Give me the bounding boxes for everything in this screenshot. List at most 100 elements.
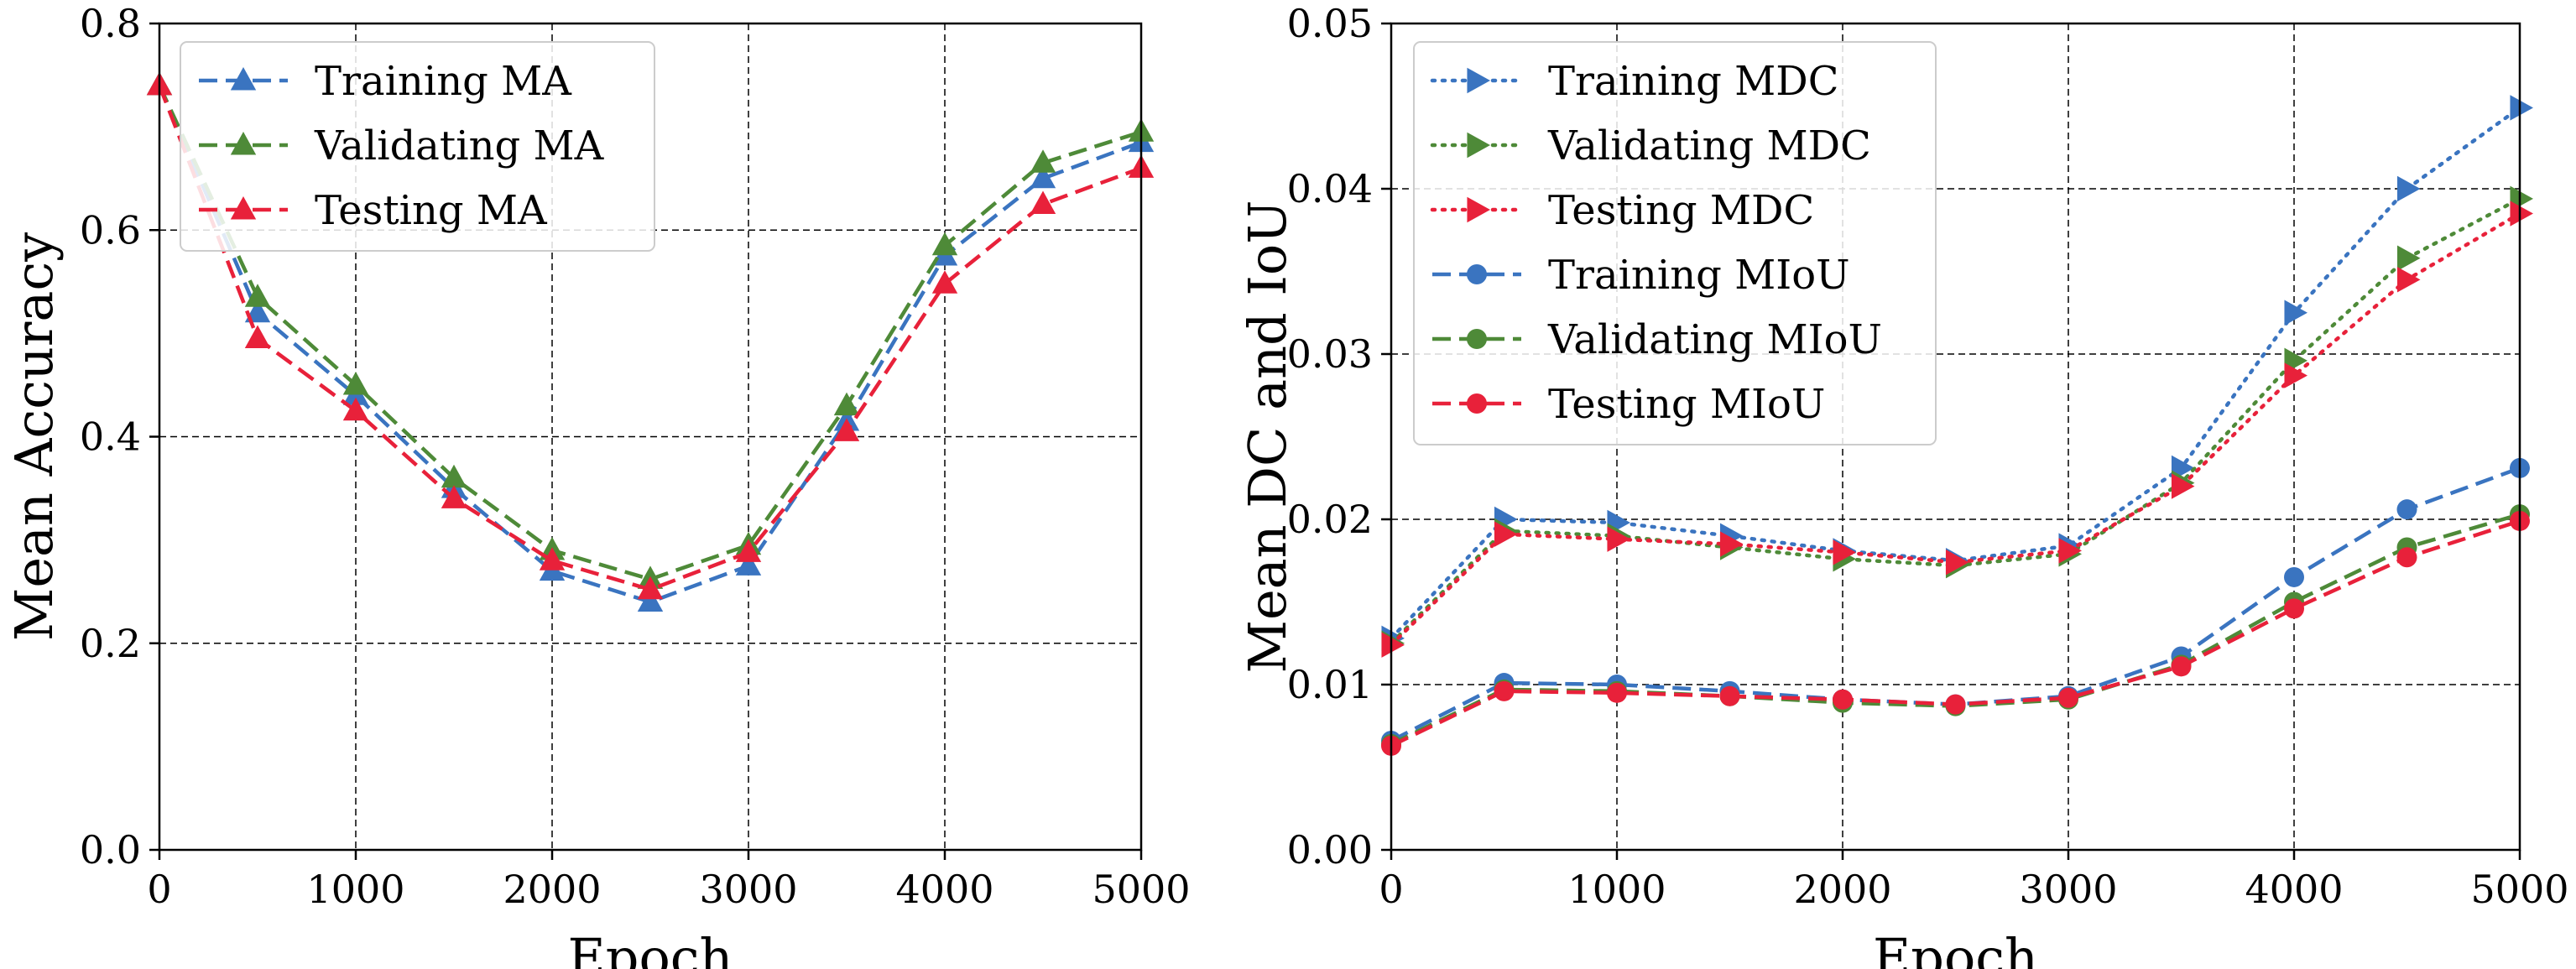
legend-handle-marker bbox=[1467, 196, 1490, 223]
y-tick-label: 0.04 bbox=[1287, 166, 1373, 211]
legend-label: Validating MDC bbox=[1547, 122, 1871, 169]
axes-frame bbox=[1390, 22, 2521, 852]
series-line bbox=[1389, 211, 2522, 647]
data-point bbox=[2284, 300, 2307, 326]
x-tick-label: 1000 bbox=[306, 867, 404, 912]
legend-label: Training MDC bbox=[1548, 58, 1838, 105]
legend-label: Testing MA bbox=[315, 187, 548, 234]
y-tick-label: 0.00 bbox=[1287, 827, 1373, 873]
legend-handle-marker bbox=[1467, 329, 1487, 349]
legend-label: Training MA bbox=[315, 58, 572, 105]
data-point bbox=[2171, 473, 2195, 499]
x-tick-label: 3000 bbox=[699, 867, 797, 912]
legend-box bbox=[1413, 41, 1937, 445]
data-point bbox=[1719, 685, 1740, 706]
x-tick-label: 2000 bbox=[503, 867, 601, 912]
legend-label: Testing MIoU bbox=[1548, 381, 1825, 428]
y-tick-label: 0.4 bbox=[80, 414, 141, 460]
data-point bbox=[735, 552, 762, 576]
legend-item-testing-ma: Testing MA bbox=[199, 187, 548, 234]
legend-handle-marker bbox=[1467, 132, 1490, 159]
y-tick-label: 0.05 bbox=[1287, 1, 1373, 46]
legend-item-testing-miou: Testing MIoU bbox=[1432, 381, 1825, 428]
legend-label: Validating MA bbox=[314, 122, 605, 169]
data-point bbox=[931, 270, 958, 294]
x-tick-label: 5000 bbox=[1092, 867, 1190, 912]
x-axis-label: Epoch bbox=[1873, 927, 2038, 969]
data-point bbox=[342, 371, 369, 395]
y-tick-label: 0.6 bbox=[80, 207, 141, 253]
x-tick-label: 4000 bbox=[2245, 867, 2343, 912]
data-point bbox=[1030, 149, 1056, 173]
data-point bbox=[1381, 632, 1405, 658]
data-point bbox=[2171, 656, 2192, 677]
legend-item-validating-mdc: Validating MDC bbox=[1430, 122, 1871, 169]
data-point bbox=[1030, 190, 1056, 214]
data-point bbox=[2510, 95, 2533, 121]
data-point bbox=[1030, 164, 1056, 189]
y-tick-label: 0.03 bbox=[1287, 331, 1373, 377]
series-line bbox=[1389, 196, 2522, 645]
data-point bbox=[2396, 175, 2421, 202]
data-point bbox=[2284, 362, 2307, 388]
data-point bbox=[1494, 521, 1518, 547]
y-tick-label: 0.02 bbox=[1287, 497, 1373, 542]
legend-item-validating-miou: Validating MIoU bbox=[1432, 316, 1882, 363]
y-axis-label: Mean Accuracy bbox=[3, 232, 65, 641]
mean-accuracy-chart: 0 1000 2000 3000 4000 5000 0.0 0.2 0.4 0.6 0.8 Epoc… bbox=[3, 1, 1191, 969]
legend-item-training-mdc: Training MDC bbox=[1430, 58, 1838, 105]
series-line bbox=[157, 85, 1142, 592]
data-point bbox=[441, 485, 467, 508]
legend: Training MA Validating MA Testing MA bbox=[180, 41, 655, 252]
legend-item-training-ma: Training MA bbox=[199, 58, 572, 105]
data-point bbox=[2510, 201, 2533, 227]
x-tick-label: 5000 bbox=[2470, 867, 2568, 912]
legend-item-testing-mdc: Testing MDC bbox=[1430, 187, 1814, 234]
legend-box bbox=[180, 41, 655, 252]
data-point bbox=[1945, 694, 1966, 715]
y-tick-label: 0.01 bbox=[1287, 662, 1373, 707]
data-point bbox=[2284, 598, 2304, 619]
data-point bbox=[1945, 550, 1969, 576]
legend-handle-marker bbox=[230, 196, 257, 220]
data-point bbox=[441, 464, 467, 488]
legend-handle-marker bbox=[230, 132, 257, 155]
series-testing-mdc bbox=[1381, 201, 2533, 658]
legend-handle-marker bbox=[1467, 393, 1487, 414]
x-tick-label: 1000 bbox=[1567, 867, 1666, 912]
legend-item-training-miou: Training MIoU bbox=[1432, 252, 1850, 299]
legend-label: Testing MDC bbox=[1548, 187, 1814, 234]
legend-handle-marker bbox=[1467, 264, 1487, 284]
data-point bbox=[833, 392, 860, 416]
data-point bbox=[637, 588, 664, 612]
data-point bbox=[1607, 682, 1627, 703]
legend-label: Training MIoU bbox=[1548, 252, 1850, 299]
data-point bbox=[2396, 547, 2417, 568]
data-point bbox=[1833, 689, 1853, 710]
data-point bbox=[2058, 687, 2078, 708]
x-tick-label: 2000 bbox=[1793, 867, 1891, 912]
x-axis-label: Epoch bbox=[568, 927, 733, 969]
data-point bbox=[735, 539, 762, 562]
data-point bbox=[244, 325, 271, 349]
x-tick-label: 3000 bbox=[2019, 867, 2117, 912]
legend: Training MDC Validating MDC Testing MDC Tra… bbox=[1413, 41, 1937, 445]
data-point bbox=[539, 547, 566, 570]
x-tick-label: 0 bbox=[1379, 867, 1403, 912]
data-point bbox=[931, 232, 958, 256]
data-point bbox=[1719, 531, 1744, 557]
y-axis-label: Mean DC and IoU bbox=[1237, 201, 1298, 674]
x-tick-label: 0 bbox=[147, 867, 171, 912]
data-point bbox=[2396, 267, 2421, 293]
data-point bbox=[2284, 566, 2304, 587]
data-point bbox=[342, 397, 369, 421]
legend-label: Validating MIoU bbox=[1547, 316, 1882, 363]
data-point bbox=[1494, 680, 1515, 701]
data-point bbox=[244, 284, 271, 307]
data-point bbox=[833, 418, 860, 441]
legend-handle-marker bbox=[1467, 67, 1490, 94]
series-testing-miou bbox=[1381, 510, 2530, 756]
data-point bbox=[637, 576, 664, 600]
data-point bbox=[2396, 499, 2417, 520]
